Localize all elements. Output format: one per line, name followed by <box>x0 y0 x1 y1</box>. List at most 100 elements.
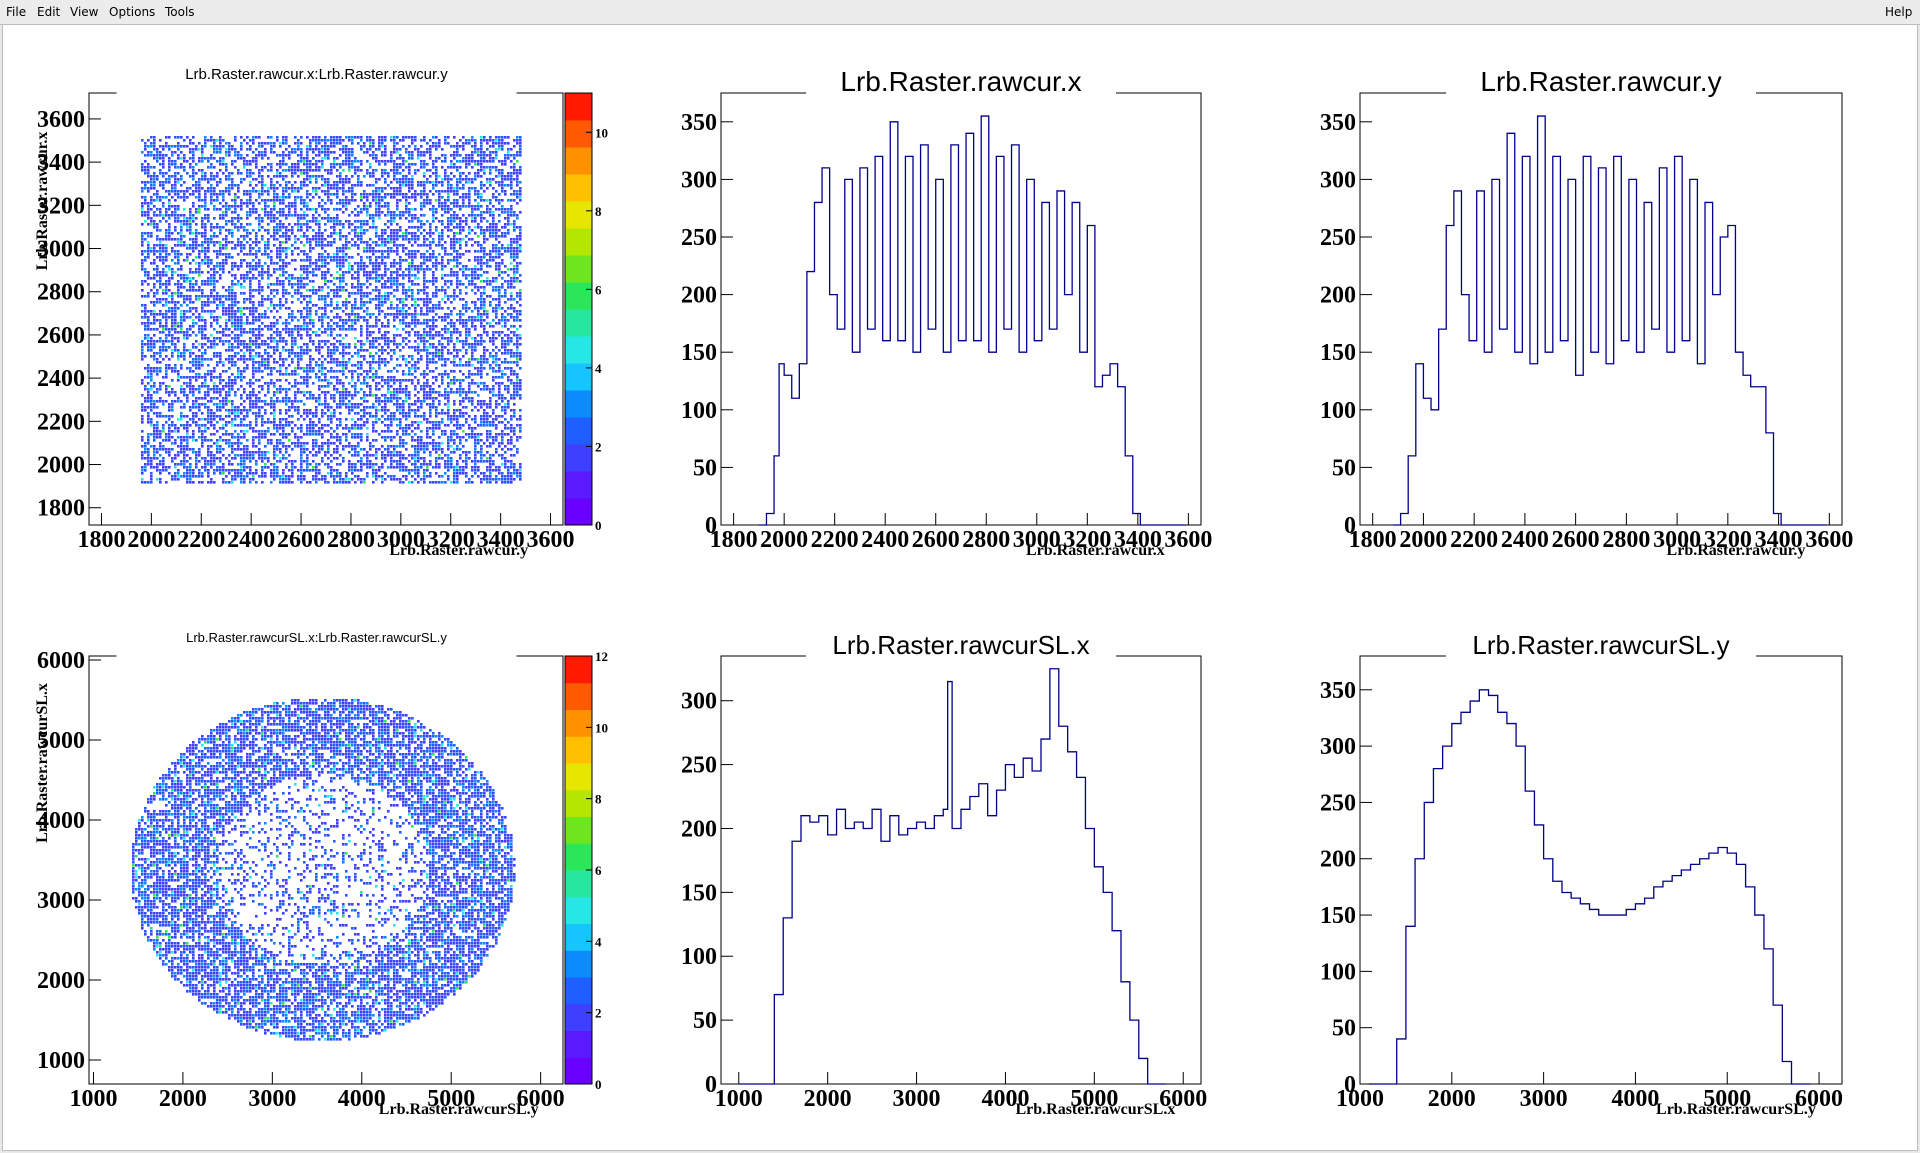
heatmap-cell <box>273 184 276 187</box>
plot-canvas[interactable]: 0 2 4 6 8 10 1800 2000 2200 2400 2600 2800 3000 3200 3… <box>2 24 1918 1151</box>
heatmap-cell <box>168 175 171 178</box>
heatmap-cell <box>273 361 276 364</box>
heatmap-cell <box>186 478 189 481</box>
heatmap-cell <box>165 367 168 370</box>
menu-edit[interactable]: Edit <box>37 5 61 19</box>
heatmap-cell <box>177 463 180 466</box>
heatmap-cell <box>279 433 282 436</box>
heatmap-cell <box>162 148 165 151</box>
heatmap-cell <box>309 175 312 178</box>
heatmap-cell <box>216 145 219 148</box>
heatmap-cell <box>270 373 273 376</box>
heatmap-cell <box>180 376 183 379</box>
heatmap-cell <box>249 163 252 166</box>
heatmap-cell <box>318 220 321 223</box>
heatmap-cell <box>282 202 285 205</box>
heatmap-cell <box>237 280 240 283</box>
heatmap-cell <box>219 403 222 406</box>
heatmap-cell <box>348 358 351 361</box>
heatmap-cell <box>345 445 348 448</box>
heatmap-cell <box>321 232 324 235</box>
heatmap-cell <box>237 229 240 232</box>
heatmap-cell <box>222 313 225 316</box>
heatmap-cell <box>201 316 204 319</box>
heatmap-cell <box>174 262 177 265</box>
heatmap-cell <box>171 295 174 298</box>
heatmap-cell <box>189 301 192 304</box>
heatmap-cell <box>240 421 243 424</box>
heatmap-cell <box>207 454 210 457</box>
heatmap-cell <box>222 331 225 334</box>
heatmap-cell <box>306 307 309 310</box>
heatmap-cell <box>282 424 285 427</box>
heatmap-cell <box>147 223 150 226</box>
heatmap-cell <box>174 391 177 394</box>
heatmap-cell <box>210 274 213 277</box>
heatmap-cell <box>318 187 321 190</box>
heatmap-cell <box>306 412 309 415</box>
heatmap-cell <box>270 262 273 265</box>
heatmap-cell <box>282 295 285 298</box>
heatmap-cell <box>291 172 294 175</box>
heatmap-cell <box>303 259 306 262</box>
heatmap-cell <box>165 250 168 253</box>
heatmap-cell <box>177 259 180 262</box>
heatmap-cell <box>186 289 189 292</box>
heatmap-cell <box>153 268 156 271</box>
heatmap-cell <box>279 268 282 271</box>
heatmap-cell <box>345 160 348 163</box>
heatmap-cell <box>183 337 186 340</box>
heatmap-cell <box>165 346 168 349</box>
heatmap-cell <box>234 208 237 211</box>
menu-help[interactable]: Help <box>1885 5 1913 19</box>
heatmap-cell <box>360 211 363 214</box>
heatmap-cell <box>327 268 330 271</box>
heatmap-cell <box>336 322 339 325</box>
heatmap-cell <box>324 373 327 376</box>
heatmap-cell <box>159 157 162 160</box>
heatmap-cell <box>345 190 348 193</box>
heatmap-cell <box>213 187 216 190</box>
heatmap-cell <box>363 376 366 379</box>
heatmap-cell <box>210 199 213 202</box>
heatmap-cell <box>360 196 363 199</box>
heatmap-cell <box>321 340 324 343</box>
heatmap-cell <box>216 265 219 268</box>
heatmap-cell <box>189 424 192 427</box>
heatmap-cell <box>183 301 186 304</box>
heatmap-cell <box>369 460 372 463</box>
heatmap-cell <box>372 220 375 223</box>
heatmap-cell <box>243 340 246 343</box>
heatmap-cell <box>162 259 165 262</box>
heatmap-cell <box>342 286 345 289</box>
heatmap-cell <box>312 478 315 481</box>
heatmap-cell <box>294 223 297 226</box>
heatmap-cell <box>216 406 219 409</box>
heatmap-cell <box>249 175 252 178</box>
heatmap-cell <box>228 400 231 403</box>
heatmap-cell <box>369 205 372 208</box>
heatmap-cell <box>141 268 144 271</box>
heatmap-cell <box>228 289 231 292</box>
heatmap-cell <box>321 442 324 445</box>
heatmap-cell <box>342 427 345 430</box>
heatmap-cell <box>351 364 354 367</box>
heatmap-cell <box>270 151 273 154</box>
heatmap-cell <box>267 211 270 214</box>
menu-file[interactable]: File <box>6 5 27 19</box>
heatmap-cell <box>180 226 183 229</box>
menu-options[interactable]: Options <box>109 5 156 19</box>
heatmap-cell <box>318 148 321 151</box>
heatmap-cell <box>294 436 297 439</box>
heatmap-cell <box>183 388 186 391</box>
heatmap-cell <box>255 337 258 340</box>
heatmap-cell <box>258 433 261 436</box>
menu-tools[interactable]: Tools <box>165 5 195 19</box>
heatmap-cell <box>285 397 288 400</box>
heatmap-cell <box>351 454 354 457</box>
menu-view[interactable]: View <box>70 5 99 19</box>
heatmap-cell <box>369 259 372 262</box>
heatmap-cell <box>300 250 303 253</box>
heatmap-cell <box>222 439 225 442</box>
heatmap-cell <box>336 259 339 262</box>
